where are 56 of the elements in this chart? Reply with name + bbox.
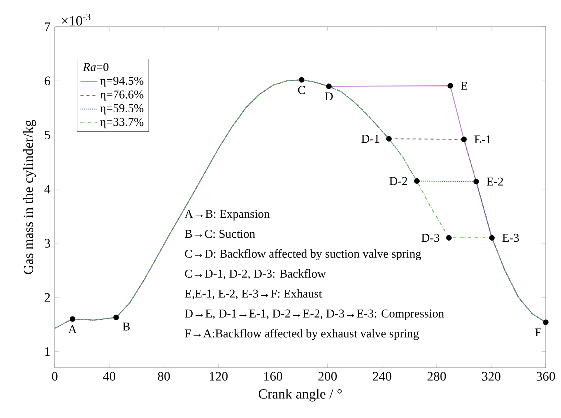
annotation: F: [536, 328, 542, 337]
annotation: E-3: [502, 234, 520, 242]
point: [543, 320, 549, 326]
x-tick-label: 320: [482, 372, 501, 381]
point: [414, 178, 420, 184]
y-axis-title: Gas mass in the cylinder/kg: [23, 120, 36, 274]
annotation: C: [298, 86, 306, 94]
point: [461, 136, 467, 142]
point: [489, 235, 495, 241]
y-tick-label: 6: [44, 76, 50, 86]
x-tick-label: 80: [158, 372, 170, 381]
x-tick-label: 0: [52, 372, 58, 381]
annotation: D-2: [390, 177, 408, 186]
annotation: E-2: [486, 178, 504, 186]
annotation: E: [461, 82, 468, 90]
legend-label: η=59.5%: [100, 104, 144, 115]
legend-label: η=94.5%: [100, 76, 144, 88]
annotation: C→D-1, D-2, D-3: Backflow: [185, 269, 326, 280]
legend-label: η=76.6%: [100, 90, 144, 102]
x-tick-label: 200: [318, 372, 338, 381]
point: [299, 77, 305, 83]
point: [70, 316, 76, 322]
y-tick-label: 5: [45, 130, 50, 140]
annotation: D-3: [422, 234, 440, 242]
text: ×10$^{-3}$: [62, 14, 91, 26]
y-tick-label: 3: [44, 239, 50, 248]
point: [386, 136, 392, 142]
x-tick-label: 360: [536, 372, 556, 381]
y-tick-label: 2: [44, 293, 50, 302]
legend-title: Ra=0: [83, 63, 109, 72]
x-tick-label: 120: [210, 372, 228, 381]
annotation: D: [325, 92, 333, 101]
x-tick-label: 40: [103, 372, 116, 381]
point: [114, 314, 120, 320]
annotation: E-1: [474, 136, 491, 144]
annotation: F→A:Backflow affected by exhaust valve spring: [185, 329, 420, 340]
annotation: E,E-1, E-2, E-3→F: Exhaust: [185, 289, 322, 300]
x-tick-label: 240: [373, 372, 392, 381]
annotation: D→E, D-1→E-1, D-2→E-2, D-3→E-3: Compression: [185, 310, 444, 320]
x-tick-label: 280: [428, 372, 446, 381]
y-tick-label: 7: [45, 22, 50, 32]
point: [448, 83, 454, 89]
point: [326, 84, 332, 90]
annotation: D-1: [362, 135, 380, 143]
point: [474, 179, 480, 185]
annotation: B: [122, 322, 130, 331]
annotation: A→B: Expansion: [184, 210, 270, 221]
annotation: C→D: Backflow affected by suction valve spring: [185, 249, 422, 260]
x-tick-label: 160: [264, 372, 282, 381]
legend-label: η=33.7%: [100, 118, 144, 129]
annotation: A: [68, 325, 77, 334]
y-tick-label: 1: [45, 347, 50, 356]
x-axis-title: Crank angle / °: [258, 389, 342, 402]
annotation: B→C: Suction: [185, 230, 256, 238]
y-tick-label: 4: [44, 185, 51, 194]
point: [446, 235, 452, 241]
